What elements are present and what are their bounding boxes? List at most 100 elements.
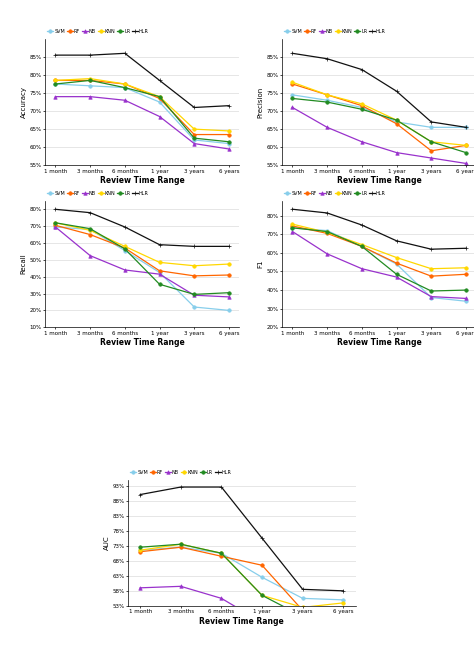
Line: RF: RF (138, 546, 345, 612)
HLR (340, 587, 346, 595)
KNN (137, 546, 143, 554)
LR (157, 281, 163, 288)
LR (359, 106, 365, 113)
KNN (463, 141, 469, 149)
HLR (87, 51, 93, 59)
LR (428, 287, 434, 295)
Line: KNN: KNN (138, 542, 345, 609)
Line: SVM: SVM (54, 82, 231, 145)
Line: LR: LR (138, 542, 345, 619)
Line: NB: NB (291, 106, 468, 165)
KNN (290, 220, 295, 228)
Line: HLR: HLR (291, 207, 468, 251)
RF (53, 76, 58, 84)
Line: LR: LR (54, 221, 231, 296)
SVM (340, 596, 346, 604)
NB (300, 620, 306, 628)
SVM (191, 303, 197, 311)
Line: RF: RF (54, 78, 231, 136)
KNN (290, 78, 295, 86)
RF (290, 80, 295, 88)
Line: LR: LR (291, 97, 468, 154)
LR (463, 149, 469, 157)
RF (122, 244, 128, 252)
Line: RF: RF (54, 224, 231, 277)
HLR (463, 244, 469, 252)
NB (219, 594, 224, 602)
HLR (219, 483, 224, 491)
X-axis label: Review Time Range: Review Time Range (337, 176, 421, 185)
Line: KNN: KNN (54, 221, 231, 268)
HLR (463, 123, 469, 131)
SVM (87, 82, 93, 89)
SVM (463, 123, 469, 131)
NB (178, 583, 183, 590)
LR (290, 224, 295, 232)
X-axis label: Review Time Range: Review Time Range (100, 338, 184, 347)
KNN (178, 540, 183, 548)
HLR (324, 55, 330, 63)
KNN (394, 253, 400, 261)
RF (157, 95, 163, 102)
HLR (53, 205, 58, 213)
SVM (428, 123, 434, 131)
NB (157, 113, 163, 121)
KNN (157, 259, 163, 266)
LR (259, 592, 265, 599)
KNN (87, 227, 93, 235)
Legend: SVM, RF, NB, KNN, LR, HLR: SVM, RF, NB, KNN, LR, HLR (284, 191, 386, 196)
HLR (157, 241, 163, 249)
Y-axis label: AUC: AUC (104, 535, 109, 550)
HLR (259, 535, 265, 542)
LR (53, 80, 58, 88)
SVM (178, 543, 183, 551)
KNN (122, 242, 128, 250)
LR (324, 227, 330, 235)
RF (191, 272, 197, 280)
Line: SVM: SVM (54, 226, 231, 312)
RF (290, 222, 295, 230)
LR (300, 612, 306, 620)
Y-axis label: Precision: Precision (258, 86, 264, 118)
Legend: SVM, RF, NB, KNN, LR, HLR: SVM, RF, NB, KNN, LR, HLR (47, 29, 149, 34)
NB (226, 145, 232, 153)
LR (122, 84, 128, 91)
KNN (226, 127, 232, 135)
SVM (53, 80, 58, 88)
SVM (122, 247, 128, 255)
KNN (463, 264, 469, 272)
NB (53, 223, 58, 231)
Line: HLR: HLR (54, 52, 231, 110)
NB (463, 159, 469, 167)
SVM (259, 573, 265, 581)
HLR (359, 65, 365, 73)
KNN (122, 80, 128, 88)
LR (53, 219, 58, 227)
HLR (324, 209, 330, 217)
SVM (428, 294, 434, 301)
LR (290, 95, 295, 102)
Legend: SVM, RF, NB, KNN, LR, HLR: SVM, RF, NB, KNN, LR, HLR (130, 470, 232, 474)
KNN (428, 265, 434, 273)
Line: NB: NB (54, 226, 231, 299)
LR (122, 245, 128, 253)
X-axis label: Review Time Range: Review Time Range (337, 338, 421, 347)
NB (259, 619, 265, 627)
Line: KNN: KNN (54, 77, 231, 133)
KNN (394, 116, 400, 124)
LR (359, 242, 365, 250)
NB (191, 292, 197, 299)
KNN (53, 219, 58, 227)
NB (324, 250, 330, 258)
NB (157, 270, 163, 278)
NB (122, 266, 128, 274)
Y-axis label: Accuracy: Accuracy (21, 86, 27, 118)
KNN (219, 550, 224, 557)
NB (463, 295, 469, 303)
RF (137, 548, 143, 555)
KNN (53, 76, 58, 84)
RF (463, 270, 469, 278)
RF (191, 131, 197, 139)
RF (394, 120, 400, 128)
X-axis label: Review Time Range: Review Time Range (100, 176, 184, 185)
